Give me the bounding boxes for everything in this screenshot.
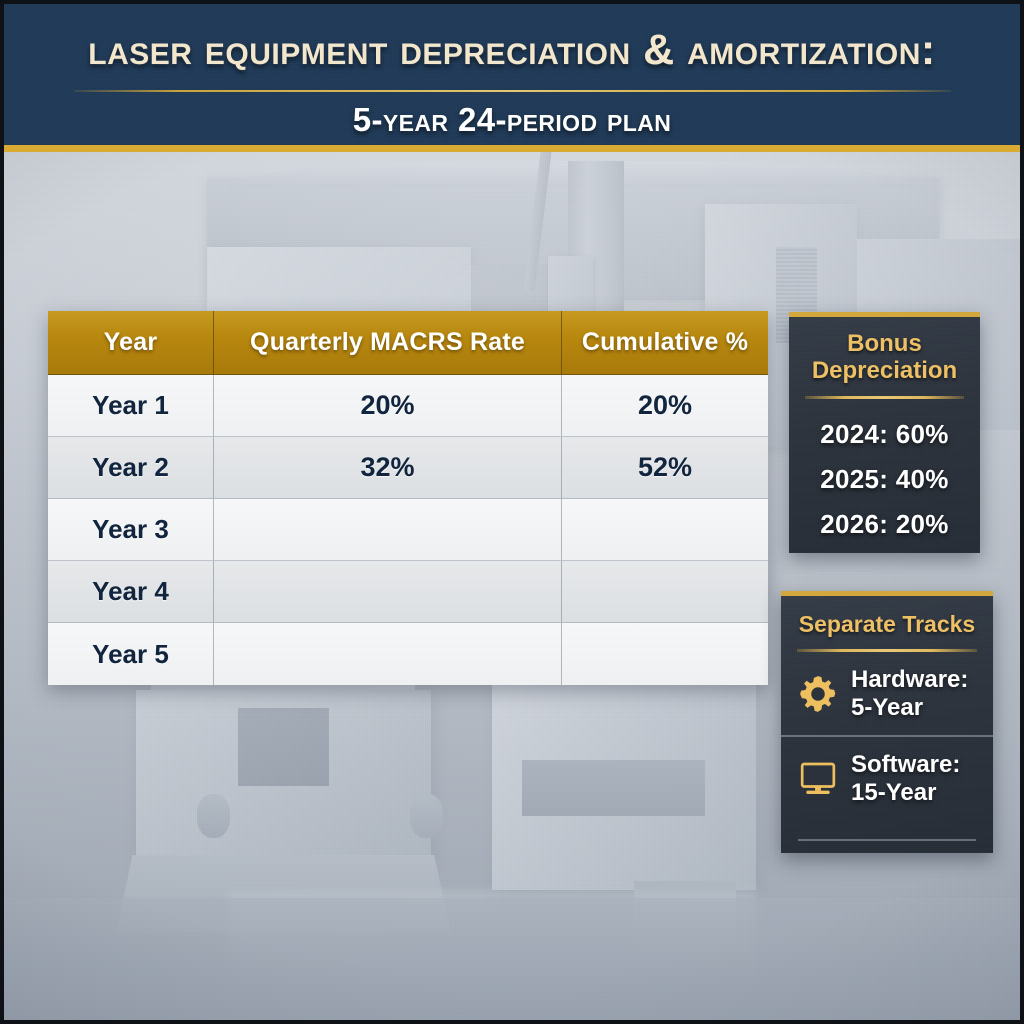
- header-accent-bar: [4, 145, 1020, 152]
- cell-cumulative: [562, 623, 768, 685]
- bonus-depreciation-card: Bonus Depreciation 2024: 60% 2025: 40% 2…: [789, 312, 980, 553]
- bonus-card-title: Bonus Depreciation: [811, 330, 958, 384]
- list-item: 2025: 40%: [820, 463, 949, 494]
- monitor-icon: [798, 759, 838, 799]
- cell-rate: [214, 561, 562, 623]
- cell-year: Year 3: [48, 499, 214, 561]
- table-row: Year 3: [48, 499, 768, 561]
- track-label: Software: 15-Year: [851, 751, 961, 807]
- cell-year: Year 5: [48, 623, 214, 685]
- header-banner: Laser Equipment Depreciation & Amortizat…: [4, 4, 1020, 152]
- bonus-card-divider: [805, 395, 964, 399]
- cell-cumulative: 52%: [562, 437, 768, 499]
- list-item: Software: 15-Year: [781, 735, 993, 821]
- macrs-depreciation-table: Year Quarterly MACRS Rate Cumulative % Y…: [48, 311, 768, 685]
- tracks-card-list: Hardware: 5-Year Software: 15-Year: [781, 652, 993, 821]
- title-divider: [74, 90, 951, 92]
- tracks-card-title: Separate Tracks: [798, 611, 976, 637]
- list-item: 2026: 20%: [820, 508, 949, 539]
- table-row: Year 2 32% 52%: [48, 437, 768, 499]
- cell-cumulative: 20%: [562, 375, 768, 437]
- column-header-cumulative: Cumulative %: [562, 311, 768, 375]
- cell-cumulative: [562, 561, 768, 623]
- column-header-year: Year: [48, 311, 214, 375]
- bonus-card-list: 2024: 60% 2025: 40% 2026: 20%: [789, 399, 980, 547]
- cell-year: Year 1: [48, 375, 214, 437]
- column-header-rate: Quarterly MACRS Rate: [214, 311, 562, 375]
- cell-rate: [214, 623, 562, 685]
- cell-year: Year 4: [48, 561, 214, 623]
- page-subtitle: 5-Year 24-Period Plan: [352, 101, 672, 138]
- table-row: Year 4: [48, 561, 768, 623]
- cell-rate: 32%: [214, 437, 562, 499]
- gear-icon: [798, 674, 838, 714]
- table-row: Year 1 20% 20%: [48, 375, 768, 437]
- cell-year: Year 2: [48, 437, 214, 499]
- table-row: Year 5: [48, 623, 768, 685]
- track-label: Hardware: 5-Year: [851, 665, 969, 721]
- tracks-card-divider: [797, 648, 977, 652]
- page-title: Laser Equipment Depreciation & Amortizat…: [88, 26, 936, 74]
- tracks-card-footer-divider: [798, 839, 976, 841]
- list-item: Hardware: 5-Year: [781, 652, 993, 736]
- table-header-row: Year Quarterly MACRS Rate Cumulative %: [48, 311, 768, 375]
- list-item: 2024: 60%: [820, 418, 949, 449]
- cell-rate: [214, 499, 562, 561]
- cell-rate: 20%: [214, 375, 562, 437]
- cell-cumulative: [562, 499, 768, 561]
- separate-tracks-card: Separate Tracks Hardware: 5-Year: [781, 591, 993, 853]
